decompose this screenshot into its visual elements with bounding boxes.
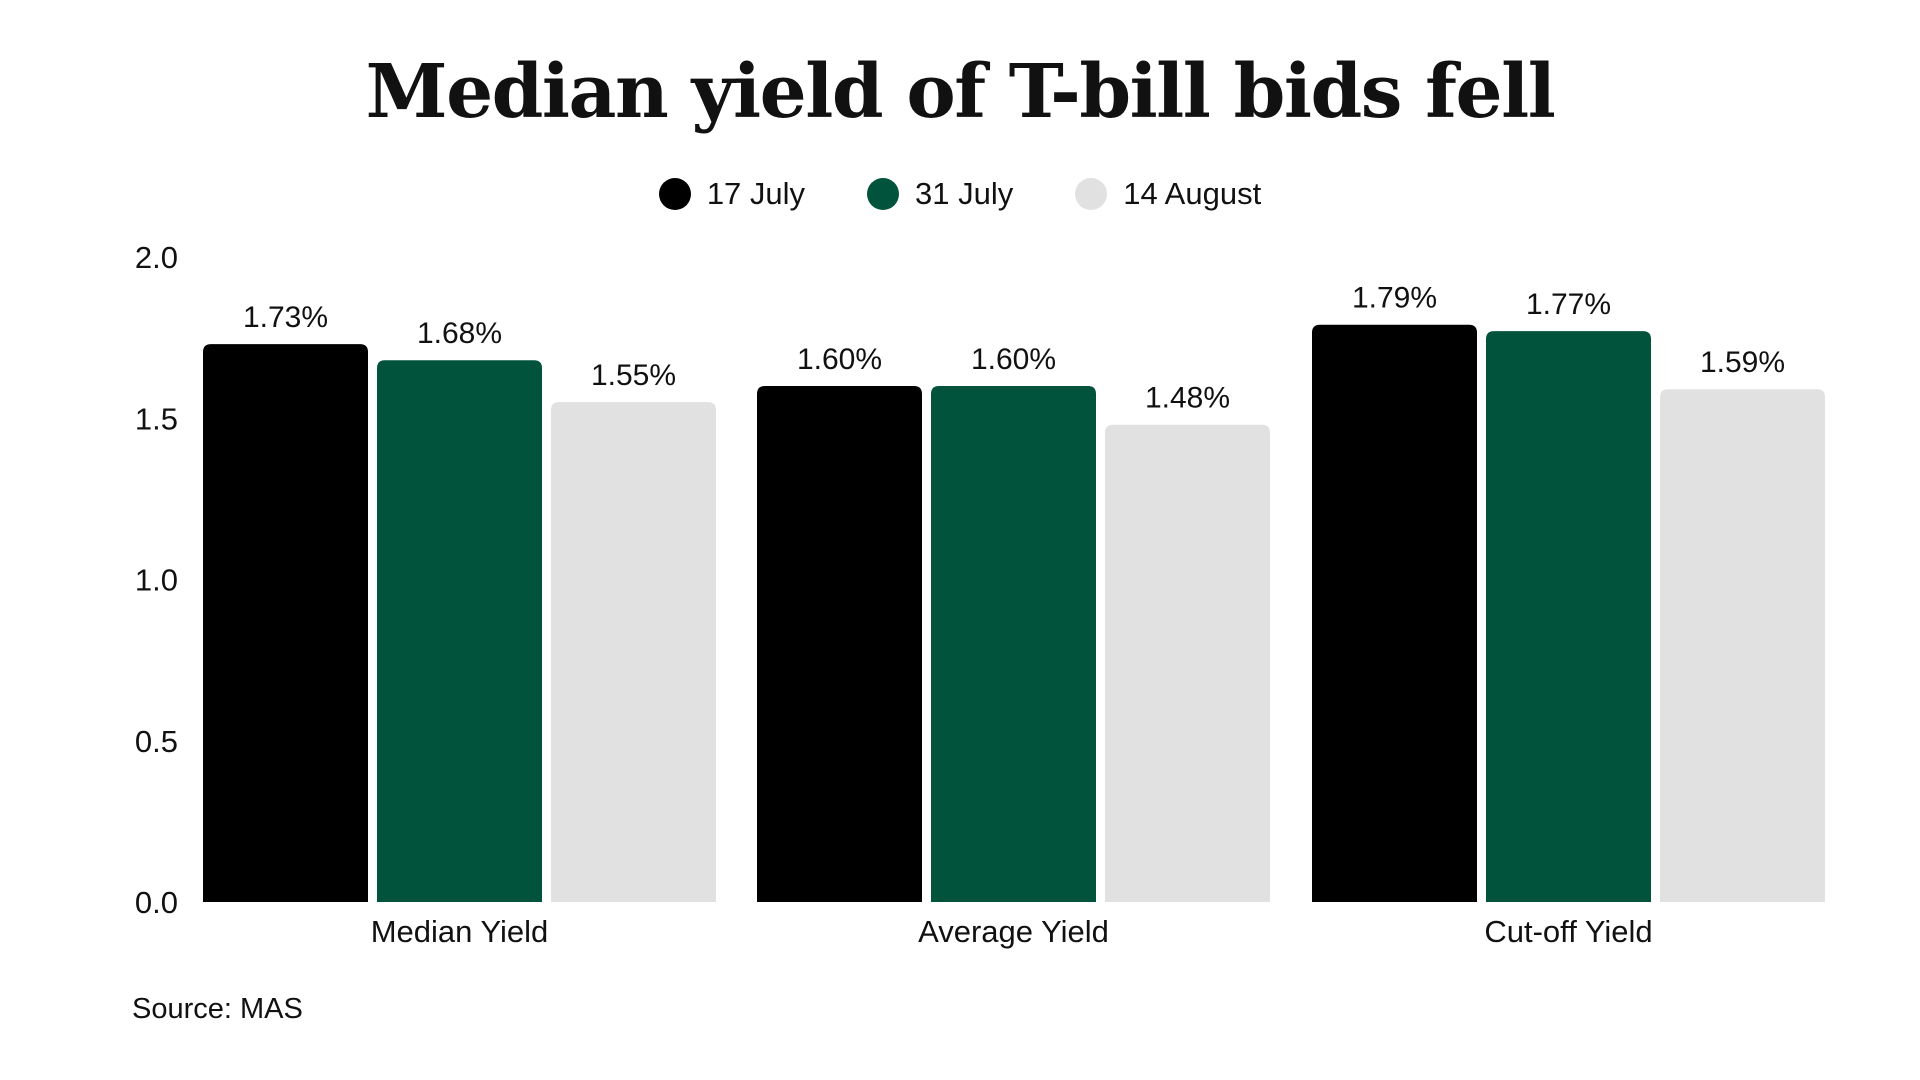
- legend-swatch-17-july: [658, 178, 691, 210]
- data-label-cut-off-yield-17-july: 1.79%: [1352, 282, 1437, 315]
- x-tick-label-cut-off-yield: Cut-off Yield: [1484, 914, 1652, 949]
- legend-item-31-july: 31 July: [867, 176, 1013, 212]
- data-label-average-yield-31-july: 1.60%: [971, 343, 1056, 376]
- legend-item-17-july: 17 July: [658, 176, 806, 212]
- data-label-average-yield-17-july: 1.60%: [797, 343, 882, 376]
- legend: 17 July 31 July 14 August: [0, 176, 1920, 212]
- data-label-cut-off-yield-14-august: 1.59%: [1700, 346, 1785, 379]
- y-tick-label: 2.0: [135, 240, 178, 275]
- y-tick-label: 1.5: [135, 401, 178, 436]
- y-tick-label: 1.0: [135, 563, 178, 598]
- bar-cut-off-yield-17-july: [1312, 324, 1477, 903]
- chart-title: Median yield of T-bill bids fell: [365, 49, 1556, 135]
- data-label-median-yield-14-august: 1.55%: [591, 359, 676, 392]
- legend-label-31-july: 31 July: [915, 176, 1014, 211]
- data-label-median-yield-31-july: 1.68%: [417, 317, 502, 350]
- x-tick-label-average-yield: Average Yield: [918, 914, 1109, 949]
- bar-median-yield-17-july: [203, 344, 368, 902]
- y-tick-label: 0.5: [135, 724, 178, 759]
- data-label-cut-off-yield-31-july: 1.77%: [1526, 288, 1611, 321]
- bar-average-yield-14-august: [1105, 424, 1270, 902]
- data-label-average-yield-14-august: 1.48%: [1145, 382, 1230, 415]
- x-tick-label-median-yield: Median Yield: [371, 914, 549, 949]
- legend-swatch-14-august: [1075, 178, 1108, 210]
- bar-cut-off-yield-31-july: [1486, 331, 1651, 902]
- y-tick-label: 0.0: [135, 885, 178, 920]
- bar-average-yield-17-july: [757, 386, 922, 902]
- bar-average-yield-31-july: [931, 386, 1096, 902]
- data-label-median-yield-17-july: 1.73%: [243, 301, 328, 334]
- legend-swatch-31-july: [867, 178, 900, 210]
- legend-item-14-august: 14 August: [1075, 176, 1261, 212]
- legend-label-14-august: 14 August: [1123, 176, 1262, 211]
- bar-cut-off-yield-14-august: [1660, 389, 1825, 903]
- bar-median-yield-14-august: [551, 402, 716, 902]
- source-note: Source: MAS: [132, 993, 303, 1025]
- bar-median-yield-31-july: [377, 360, 542, 902]
- legend-label-17-july: 17 July: [706, 176, 806, 211]
